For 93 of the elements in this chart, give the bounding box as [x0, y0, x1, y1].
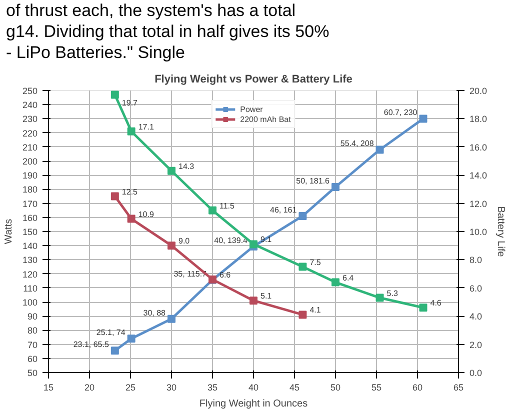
point	[168, 166, 176, 175]
data-label: 6.6	[220, 270, 232, 280]
data-label: 5.3	[386, 288, 398, 298]
point	[376, 146, 384, 154]
text: of thrust each, the system's has a total	[6, 1, 296, 20]
x-tick-label: 25	[125, 382, 136, 392]
y-tick-label: 130	[22, 255, 38, 266]
y-axis-title: Watts	[3, 218, 14, 244]
y2-tick-label: 0.0	[470, 368, 482, 378]
y-tick-label: 220	[22, 128, 38, 138]
y-tick-label: 100	[22, 298, 38, 308]
point	[298, 262, 307, 271]
text: - LiPo Batteries." Single	[6, 43, 185, 62]
point	[127, 127, 136, 136]
data-label: 14.3	[178, 162, 195, 171]
y2-tick-label: 2.0	[470, 340, 482, 350]
data-label: 19.7	[122, 98, 138, 108]
data-label: 55.4, 208	[340, 139, 374, 148]
y-tick-label: 90	[27, 312, 38, 322]
y2-tick-label: 10.0	[470, 227, 488, 237]
data-label: 4.6	[430, 298, 442, 308]
y-tick-label: 140	[22, 241, 38, 252]
y-tick-label: 210	[22, 142, 38, 152]
point	[332, 182, 340, 191]
y2-tick-label: 16.0	[470, 142, 488, 152]
y-tick-label: 170	[22, 198, 38, 209]
x-axis-title: Flying Weight in Ounces	[199, 398, 308, 410]
point	[298, 212, 307, 220]
y-tick-label: 160	[22, 212, 38, 223]
y2-tick-label: 4.0	[470, 312, 482, 322]
y-tick-label: 60	[27, 354, 38, 364]
y-tick-label: 80	[27, 326, 38, 336]
data-label: 4.1	[310, 306, 322, 315]
point	[250, 296, 258, 305]
point	[110, 192, 119, 200]
point	[332, 278, 340, 286]
point	[298, 310, 307, 319]
data-label: 30, 88	[143, 308, 166, 318]
data-label: 7.5	[310, 258, 322, 267]
y2-tick-label: 6.0	[470, 283, 482, 294]
point	[168, 314, 176, 323]
y2-tick-label: 8.0	[470, 255, 482, 266]
data-label: 17.1	[138, 122, 154, 132]
x-tick-label: 20	[84, 382, 95, 392]
point	[110, 346, 119, 355]
point	[110, 90, 119, 99]
data-label: 60.7, 230	[384, 108, 418, 118]
x-tick-label: 35	[207, 382, 218, 392]
point	[127, 334, 136, 343]
x-tick-label: 65	[453, 382, 464, 392]
y-tick-label: 50	[27, 368, 38, 378]
point	[419, 114, 428, 123]
legend-label: 2200 mAh Bat	[240, 114, 291, 124]
data-label: 25.1, 74	[96, 328, 126, 338]
y-tick-label: 200	[22, 156, 38, 166]
data-label: 6.4	[342, 273, 354, 282]
x-tick-label: 40	[248, 382, 259, 392]
data-label: 46, 161	[270, 205, 298, 214]
y2-tick-label: 18.0	[470, 114, 488, 124]
y-tick-label: 110	[23, 283, 38, 294]
data-label: 11.5	[220, 201, 236, 210]
legend-label: Power	[240, 104, 263, 114]
y-tick-label: 70	[27, 340, 38, 350]
data-label: 9.0	[178, 236, 190, 246]
data-label: 12.5	[122, 187, 138, 196]
y-tick-label: 230	[22, 114, 38, 124]
x-tick-label: 50	[330, 382, 341, 392]
point	[376, 294, 384, 302]
point	[127, 214, 136, 223]
y2-tick-label: 12.0	[470, 198, 488, 209]
chart-title: Flying Weight vs Power & Battery Life	[154, 74, 352, 86]
y-tick-label: 250	[22, 86, 38, 96]
data-label: 10.9	[138, 210, 154, 219]
y2-axis-title: Battery Life	[495, 206, 506, 258]
y-tick-label: 120	[22, 269, 38, 280]
x-tick-label: 60	[412, 382, 423, 392]
x-tick-label: 45	[289, 382, 300, 392]
point	[419, 304, 428, 312]
y-tick-label: 240	[22, 100, 38, 110]
y2-tick-label: 14.0	[470, 170, 488, 181]
y-tick-label: 150	[22, 227, 38, 237]
data-label: 50, 181.6	[296, 176, 330, 186]
x-tick-label: 55	[371, 382, 382, 392]
data-label: 5.1	[260, 292, 272, 301]
point	[168, 242, 176, 250]
y-tick-label: 180	[22, 184, 38, 195]
y-tick-label: 190	[22, 170, 38, 181]
data-label: 23.1, 65.5	[73, 340, 110, 350]
point	[208, 206, 216, 214]
y2-tick-label: 20.0	[470, 86, 488, 96]
x-tick-label: 30	[166, 382, 177, 392]
text: g14. Dividing that total in half gives its 50%	[6, 22, 330, 41]
x-tick-label: 15	[43, 382, 54, 392]
